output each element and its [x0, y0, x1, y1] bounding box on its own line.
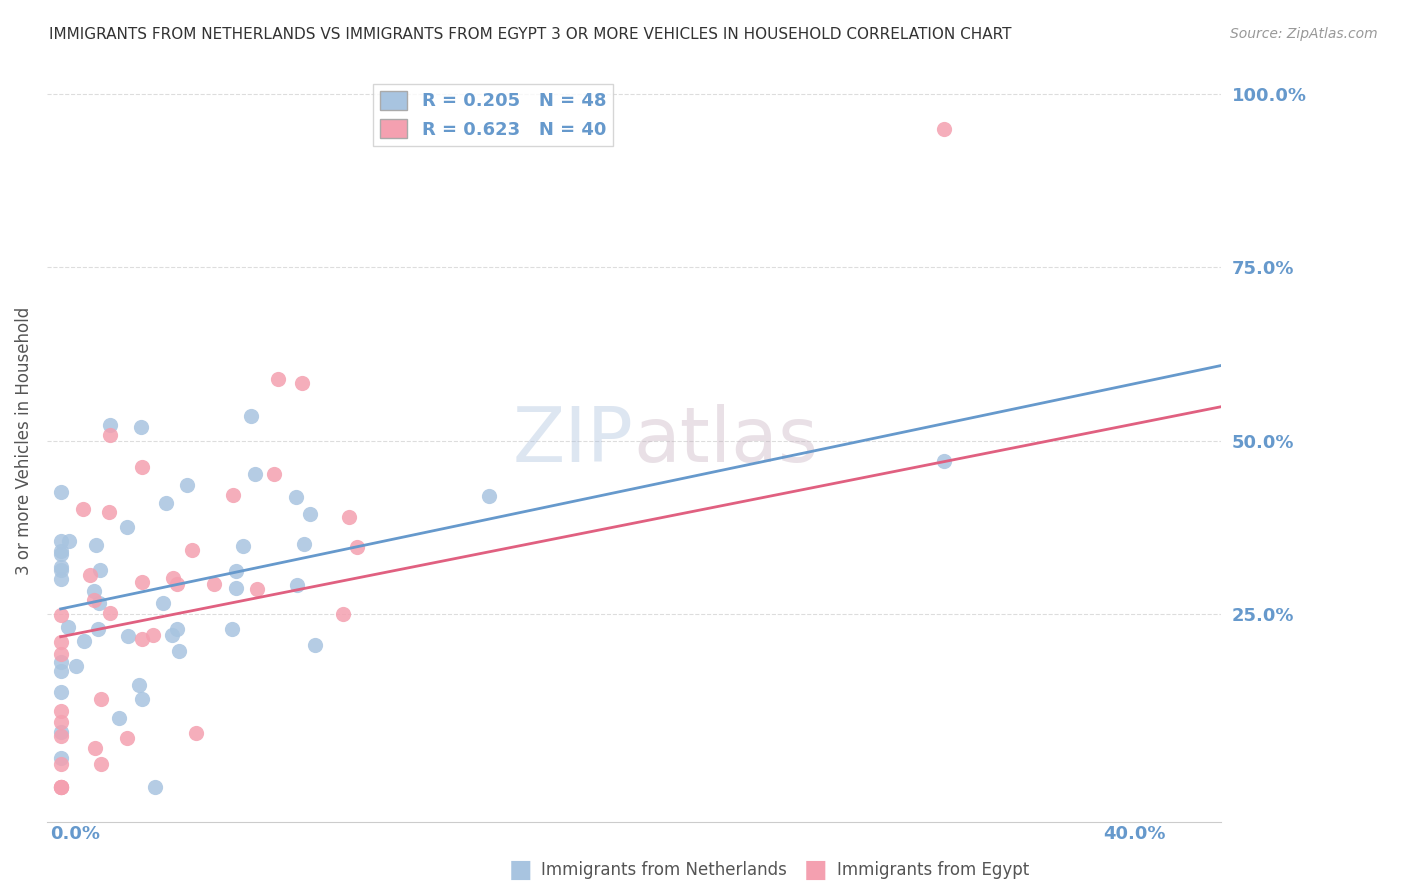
Point — [141, 628, 163, 642]
Y-axis label: 3 or more Vehicles in Household: 3 or more Vehicles in Household — [15, 307, 32, 574]
Point — [152, 596, 174, 610]
Point — [180, 542, 202, 557]
Point — [83, 583, 105, 598]
Point — [176, 477, 198, 491]
Point — [934, 454, 956, 468]
Point — [243, 467, 266, 481]
Point — [115, 520, 138, 534]
Point — [128, 678, 150, 692]
Point — [49, 533, 72, 548]
Point — [337, 510, 360, 524]
Point — [87, 622, 110, 636]
Point — [49, 647, 72, 661]
Point — [90, 692, 112, 706]
Point — [49, 548, 72, 562]
Text: ZIP: ZIP — [513, 404, 634, 477]
Point — [131, 459, 153, 474]
Point — [155, 496, 177, 510]
Point — [49, 572, 72, 586]
Text: ■: ■ — [804, 858, 827, 881]
Point — [65, 659, 87, 673]
Point — [117, 731, 139, 745]
Point — [49, 704, 72, 718]
Point — [287, 578, 309, 592]
Point — [225, 582, 247, 596]
Point — [167, 643, 190, 657]
Point — [49, 780, 72, 794]
Text: Source: ZipAtlas.com: Source: ZipAtlas.com — [1230, 27, 1378, 41]
Point — [346, 541, 368, 555]
Point — [222, 488, 245, 502]
Point — [298, 508, 321, 522]
Point — [49, 607, 72, 622]
Point — [97, 506, 120, 520]
Point — [117, 629, 139, 643]
Point — [98, 606, 121, 620]
Text: atlas: atlas — [634, 404, 818, 477]
Point — [239, 409, 262, 424]
Point — [166, 576, 188, 591]
Point — [89, 563, 111, 577]
Point — [478, 489, 501, 503]
Text: Immigrants from Egypt: Immigrants from Egypt — [837, 861, 1029, 879]
Text: ■: ■ — [509, 858, 531, 881]
Point — [202, 577, 225, 591]
Point — [49, 780, 72, 794]
Point — [49, 750, 72, 764]
Point — [49, 729, 72, 743]
Point — [131, 632, 153, 646]
Point — [284, 490, 307, 504]
Point — [184, 726, 207, 740]
Point — [160, 628, 183, 642]
Point — [83, 740, 105, 755]
Text: 0.0%: 0.0% — [49, 825, 100, 843]
Point — [49, 780, 72, 794]
Point — [129, 419, 152, 434]
Point — [100, 427, 122, 442]
Point — [143, 780, 166, 794]
Text: IMMIGRANTS FROM NETHERLANDS VS IMMIGRANTS FROM EGYPT 3 OR MORE VEHICLES IN HOUSE: IMMIGRANTS FROM NETHERLANDS VS IMMIGRANT… — [49, 27, 1012, 42]
Point — [49, 544, 72, 558]
Point — [72, 501, 94, 516]
Point — [49, 656, 72, 670]
Point — [221, 622, 243, 636]
Point — [131, 692, 153, 706]
Point — [49, 780, 72, 794]
Point — [49, 715, 72, 730]
Point — [58, 620, 80, 634]
Point — [107, 710, 129, 724]
Legend: R = 0.205   N = 48, R = 0.623   N = 40: R = 0.205 N = 48, R = 0.623 N = 40 — [373, 84, 613, 146]
Point — [49, 757, 72, 772]
Point — [162, 571, 184, 585]
Point — [83, 593, 105, 607]
Point — [291, 376, 314, 390]
Point — [49, 685, 72, 699]
Point — [90, 757, 112, 772]
Point — [49, 635, 72, 649]
Point — [49, 559, 72, 574]
Point — [49, 665, 72, 679]
Point — [98, 417, 121, 432]
Point — [263, 467, 285, 481]
Point — [49, 563, 72, 577]
Point — [49, 484, 72, 499]
Point — [87, 596, 110, 610]
Point — [166, 622, 188, 636]
Point — [49, 724, 72, 739]
Point — [292, 537, 315, 551]
Point — [84, 538, 107, 552]
Text: 40.0%: 40.0% — [1102, 825, 1166, 843]
Point — [245, 582, 267, 597]
Point — [79, 568, 101, 582]
Point — [267, 372, 290, 386]
Text: Immigrants from Netherlands: Immigrants from Netherlands — [541, 861, 787, 879]
Point — [232, 539, 254, 553]
Point — [225, 564, 247, 578]
Point — [131, 574, 153, 589]
Point — [934, 121, 956, 136]
Point — [304, 638, 326, 652]
Point — [58, 533, 80, 548]
Point — [73, 634, 96, 648]
Point — [332, 607, 354, 621]
